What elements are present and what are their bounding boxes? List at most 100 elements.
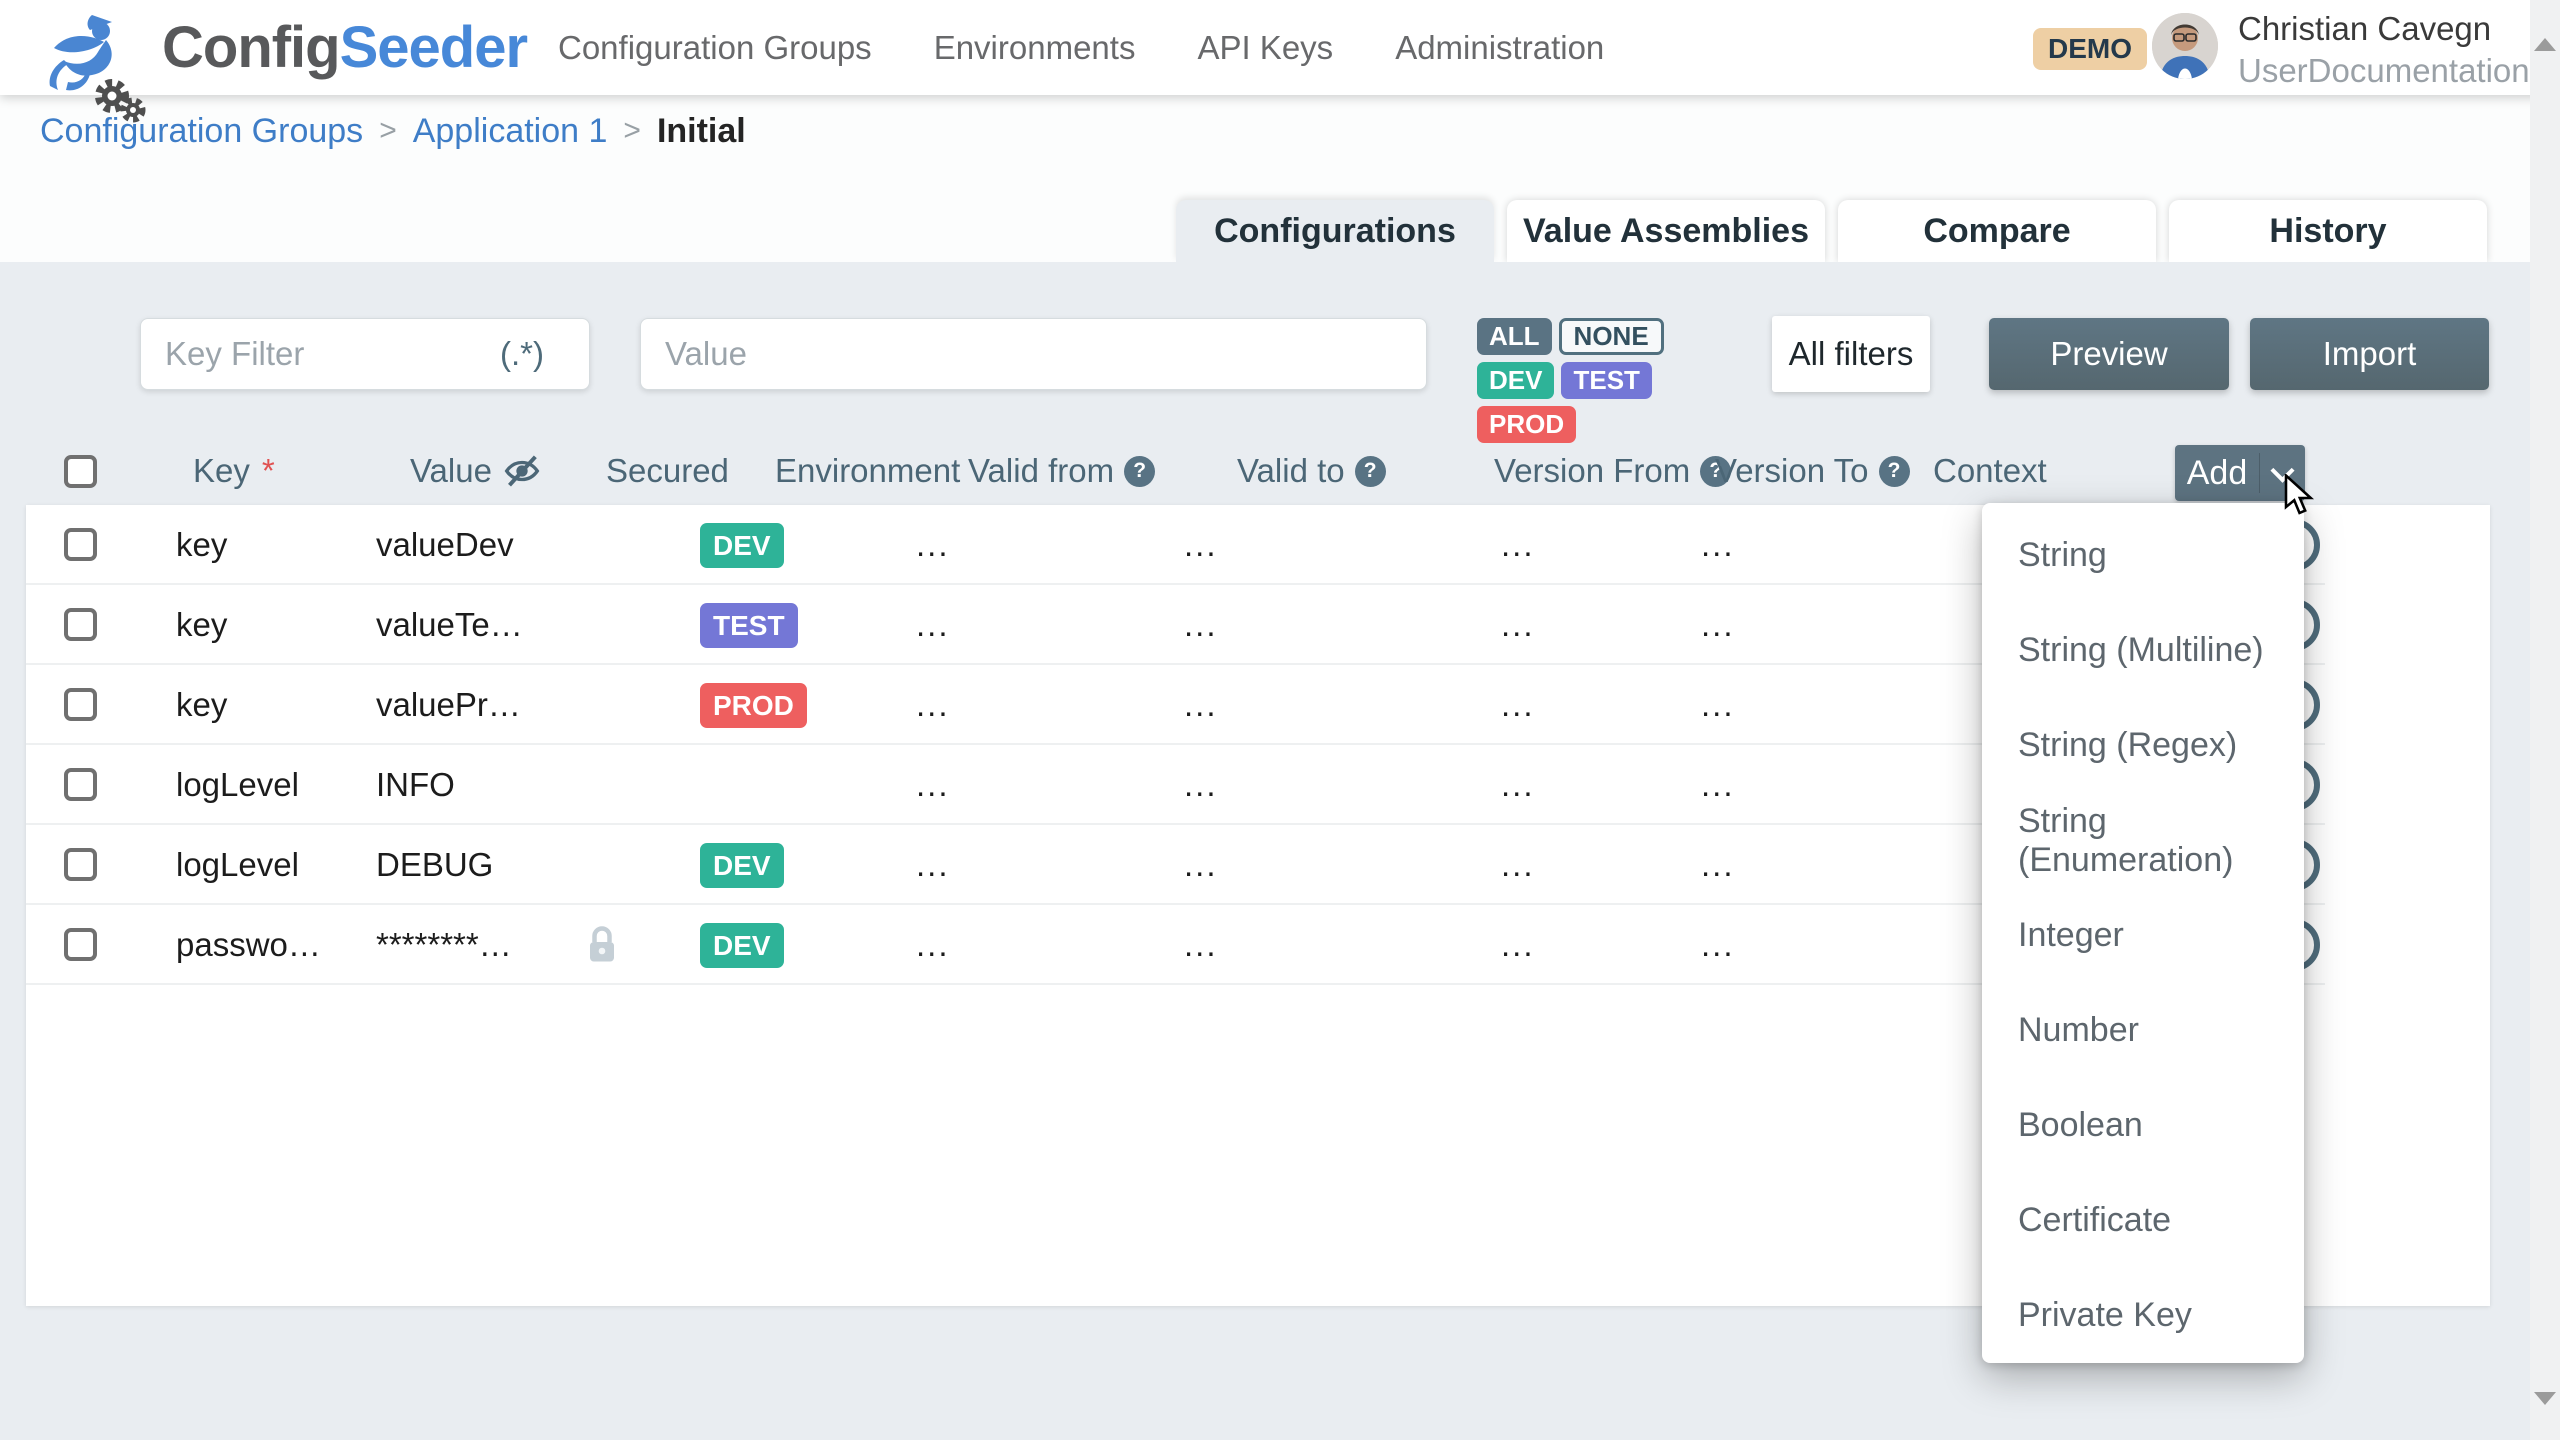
tab-value-assemblies[interactable]: Value Assemblies <box>1507 200 1825 262</box>
row-checkbox[interactable] <box>64 608 97 641</box>
table-header: Key * Value Secured Environment Valid from? Va… <box>0 440 2560 502</box>
lock-icon <box>584 922 620 968</box>
menu-item-string-enumeration[interactable]: String (Enumeration) <box>2018 801 2234 879</box>
main-nav: Configuration Groups Environments API Keys… <box>558 0 1604 95</box>
env-toggle-all[interactable]: ALL <box>1477 318 1552 355</box>
cell-value: ********… <box>376 926 512 963</box>
cell-version-to: ... <box>1701 846 1735 883</box>
menu-item-number[interactable]: Number <box>2018 1011 2139 1049</box>
tab-compare[interactable]: Compare <box>1838 200 2156 262</box>
cell-version-to: ... <box>1701 926 1735 963</box>
breadcrumb-separator: > <box>379 114 397 147</box>
tab-configurations[interactable]: Configurations <box>1176 200 1494 262</box>
column-header-secured: Secured <box>606 440 729 502</box>
column-header-value: Value <box>410 440 542 502</box>
env-badge-dev: DEV <box>700 522 784 568</box>
required-asterisk: * <box>261 452 275 489</box>
cell-key: logLevel <box>176 846 299 883</box>
add-button[interactable]: Add <box>2175 445 2305 501</box>
key-filter-input[interactable] <box>140 318 590 390</box>
env-badge-prod: PROD <box>700 682 807 728</box>
cell-version-from: ... <box>1501 846 1535 883</box>
cell-valid-from: ... <box>916 846 950 883</box>
cell-environment: DEV <box>700 905 784 985</box>
column-header-version-from: Version From? <box>1494 440 1732 502</box>
key-filter-regex-hint: (.*) <box>500 335 544 372</box>
cell-value: valueTe… <box>376 606 523 643</box>
row-checkbox[interactable] <box>64 848 97 881</box>
menu-item-certificate[interactable]: Certificate <box>2018 1201 2172 1239</box>
cell-version-from: ... <box>1501 686 1535 723</box>
menu-item-string-multiline[interactable]: String (Multiline) <box>2018 631 2264 669</box>
help-icon[interactable]: ? <box>1124 455 1156 487</box>
row-checkbox[interactable] <box>64 928 97 961</box>
breadcrumb-link-application-1[interactable]: Application 1 <box>412 111 608 150</box>
table-row: logLevel INFO............ <box>26 745 2490 825</box>
cell-valid-from: ... <box>916 606 950 643</box>
nav-item-api-keys[interactable]: API Keys <box>1197 28 1334 66</box>
env-toggle-prod[interactable]: PROD <box>1477 406 1577 443</box>
top-nav-bar: Config Seeder Configuration Groups Environ… <box>0 0 2560 123</box>
cell-version-to: ... <box>1701 766 1735 803</box>
all-filters-button[interactable]: All filters <box>1772 316 1930 392</box>
nav-item-environments[interactable]: Environments <box>933 28 1136 66</box>
cell-environment: DEV <box>700 505 784 585</box>
row-checkbox[interactable] <box>64 528 97 561</box>
cell-valid-from: ... <box>916 926 950 963</box>
menu-item-integer[interactable]: Integer <box>2018 916 2124 954</box>
add-button-label: Add <box>2186 453 2248 492</box>
menu-item-boolean[interactable]: Boolean <box>2018 1106 2143 1144</box>
select-all-checkbox[interactable] <box>64 455 97 488</box>
menu-item-string-regex[interactable]: String (Regex) <box>2018 726 2238 764</box>
preview-button[interactable]: Preview <box>1989 318 2229 390</box>
column-label: Environment <box>775 452 961 489</box>
env-toggle-test[interactable]: TEST <box>1561 362 1652 399</box>
column-header-version-to: Version To? <box>1715 440 1910 502</box>
scroll-down-icon[interactable] <box>2534 1392 2556 1405</box>
import-button[interactable]: Import <box>2250 318 2489 390</box>
column-header-key: Key * <box>193 440 275 502</box>
column-label: Context <box>1933 452 2047 489</box>
cell-version-from: ... <box>1501 926 1535 963</box>
scrollbar[interactable] <box>2530 0 2560 1440</box>
add-type-menu: String String (Multiline) String (Regex) St… <box>1982 503 2304 1363</box>
menu-item-string[interactable]: String <box>2018 536 2107 574</box>
user-org: UserDocumentation <box>2238 52 2530 89</box>
gear-icon <box>95 79 146 123</box>
cell-environment: PROD <box>700 665 807 745</box>
scroll-up-icon[interactable] <box>2534 38 2556 51</box>
column-header-valid-from: Valid from? <box>968 440 1156 502</box>
cell-valid-from: ... <box>916 526 950 563</box>
help-icon[interactable]: ? <box>1878 455 1910 487</box>
tab-bar: Configurations Value Assemblies Compare His… <box>1176 200 2487 262</box>
table-row: logLevel DEBUG DEV............ <box>26 825 2490 905</box>
cell-key: passwo… <box>176 926 321 963</box>
help-icon[interactable]: ? <box>1700 455 1732 487</box>
mouse-cursor <box>2284 474 2315 515</box>
user-name: Christian Cavegn <box>2238 10 2492 47</box>
cell-value: valueDev <box>376 526 514 563</box>
menu-item-private-key[interactable]: Private Key <box>2018 1296 2192 1334</box>
tab-history[interactable]: History <box>2169 200 2487 262</box>
cell-secured <box>584 905 620 985</box>
row-checkbox[interactable] <box>64 768 97 801</box>
env-toggle-dev[interactable]: DEV <box>1477 362 1555 399</box>
column-label: Value <box>410 452 492 489</box>
help-icon[interactable]: ? <box>1354 455 1386 487</box>
logo-wordmark: Config Seeder <box>162 15 528 80</box>
env-badge-dev: DEV <box>700 842 784 888</box>
value-filter-input[interactable] <box>640 318 1427 390</box>
cell-version-from: ... <box>1501 766 1535 803</box>
table-row: key valuePr… PROD............ <box>26 665 2490 745</box>
breadcrumb-link-configuration-groups[interactable]: Configuration Groups <box>40 111 364 150</box>
nav-item-configuration-groups[interactable]: Configuration Groups <box>558 28 872 66</box>
cell-key: key <box>176 526 228 563</box>
cell-valid-to: ... <box>1184 766 1218 803</box>
avatar[interactable] <box>2152 13 2218 79</box>
column-header-environment: Environment <box>775 440 960 502</box>
visibility-off-icon[interactable] <box>502 451 542 491</box>
nav-item-administration[interactable]: Administration <box>1395 28 1605 66</box>
env-toggle-none[interactable]: NONE <box>1558 318 1664 355</box>
row-checkbox[interactable] <box>64 688 97 721</box>
